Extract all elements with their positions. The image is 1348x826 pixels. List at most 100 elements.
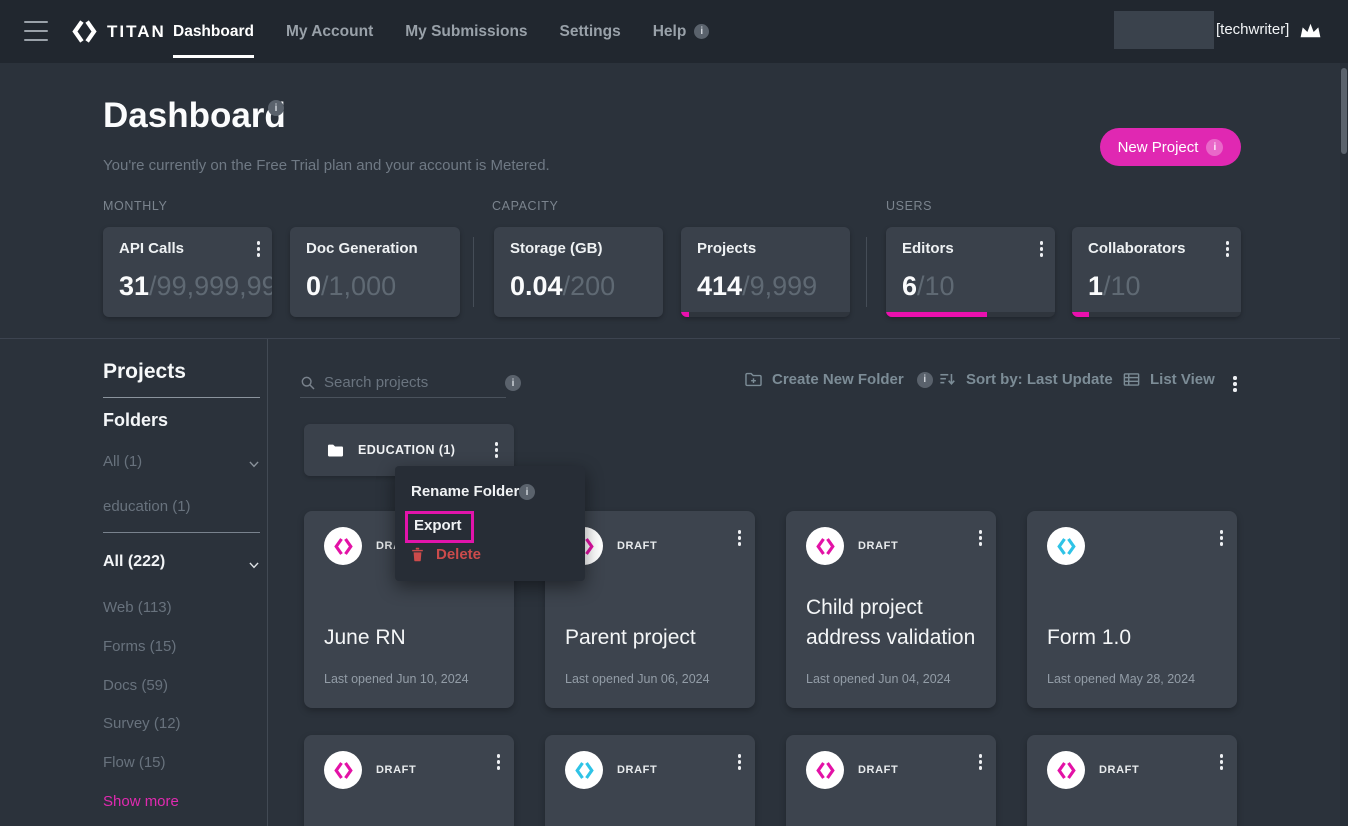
- stat-card-storage: Storage (GB) 0.04/200: [494, 227, 663, 317]
- help-info-icon[interactable]: i: [694, 24, 710, 39]
- new-project-info-icon[interactable]: i: [1206, 138, 1224, 156]
- folder-name: EDUCATION (1): [358, 443, 456, 457]
- menu-item-delete[interactable]: Delete: [409, 546, 481, 563]
- brackets-logo-icon: [334, 537, 353, 556]
- sidebar-folders-heading: Folders: [103, 410, 169, 430]
- show-more-link[interactable]: Show more: [103, 793, 179, 810]
- new-project-button[interactable]: New Project i: [1100, 128, 1241, 166]
- sort-by-button[interactable]: Sort by: Last Update: [938, 370, 1113, 389]
- section-divider: [0, 338, 1348, 339]
- status-badge: DRAFT: [617, 764, 658, 776]
- sidebar-item-forms[interactable]: Forms (15): [103, 638, 177, 655]
- sidebar-item-education-folder[interactable]: education (1): [103, 498, 191, 515]
- avatar: [1047, 751, 1085, 789]
- brackets-logo-icon: [334, 761, 353, 780]
- project-card[interactable]: DRAFT: [786, 735, 996, 826]
- search-info-icon[interactable]: i: [505, 375, 521, 391]
- stat-card-api-calls: API Calls 31/99,999,999: [103, 227, 272, 317]
- nav-help[interactable]: Help i: [653, 0, 710, 63]
- crown-icon: [1298, 19, 1323, 44]
- collaborators-kebab-icon[interactable]: [1220, 238, 1236, 260]
- project-kebab-icon[interactable]: [732, 527, 748, 549]
- table-icon: [1122, 370, 1141, 389]
- project-card[interactable]: DRAFT: [304, 735, 514, 826]
- sidebar-rule: [103, 532, 260, 533]
- menu-item-export-highlight[interactable]: Export: [405, 511, 474, 543]
- avatar: [324, 527, 362, 565]
- folder-icon: [326, 441, 345, 460]
- project-kebab-icon[interactable]: [732, 751, 748, 773]
- nav-my-submissions[interactable]: My Submissions: [405, 22, 528, 40]
- group-label-users: USERS: [886, 199, 933, 213]
- status-badge: DRAFT: [858, 764, 899, 776]
- status-badge: DRAFT: [858, 540, 899, 552]
- rename-info-icon[interactable]: i: [519, 484, 535, 500]
- search-icon: [300, 375, 316, 391]
- stats-separator: [473, 237, 474, 307]
- chevron-down-icon[interactable]: [247, 558, 261, 572]
- project-last-opened: Last opened May 28, 2024: [1047, 672, 1196, 686]
- project-last-opened: Last opened Jun 06, 2024: [565, 672, 710, 686]
- avatar: [1047, 527, 1085, 565]
- project-kebab-icon[interactable]: [1214, 751, 1230, 773]
- sidebar-item-flow[interactable]: Flow (15): [103, 754, 166, 771]
- editors-kebab-icon[interactable]: [1034, 238, 1050, 260]
- project-kebab-icon[interactable]: [491, 751, 507, 773]
- group-label-capacity: CAPACITY: [492, 199, 559, 213]
- create-new-folder-button[interactable]: Create New Folder i: [744, 370, 933, 389]
- folder-context-menu: Rename Folder i Export Delete: [395, 466, 585, 581]
- sidebar-item-web[interactable]: Web (113): [103, 599, 172, 616]
- brand-name: TITAN: [107, 21, 166, 41]
- sort-icon: [938, 370, 957, 389]
- redacted-box: [1114, 11, 1214, 49]
- chevron-down-icon[interactable]: [247, 457, 261, 471]
- scrollbar-thumb[interactable]: [1341, 68, 1347, 154]
- brackets-logo-icon: [575, 761, 594, 780]
- folder-plus-icon: [744, 370, 763, 389]
- status-badge: DRAFT: [376, 764, 417, 776]
- sidebar-item-docs[interactable]: Docs (59): [103, 677, 169, 694]
- project-kebab-icon[interactable]: [973, 751, 989, 773]
- sidebar-rule: [103, 397, 260, 398]
- search-input[interactable]: [324, 374, 523, 391]
- api-calls-kebab-icon[interactable]: [251, 238, 267, 260]
- sidebar-divider: [267, 339, 268, 826]
- project-kebab-icon[interactable]: [973, 527, 989, 549]
- brackets-logo-icon: [816, 761, 835, 780]
- page-title: Dashboard: [103, 96, 286, 135]
- sidebar-title: Projects: [103, 360, 186, 383]
- sidebar-item-all-projects[interactable]: All (222): [103, 553, 166, 570]
- list-view-button[interactable]: List View: [1122, 370, 1215, 389]
- project-card[interactable]: Form 1.0 Last opened May 28, 2024: [1027, 511, 1237, 708]
- username-label: [techwriter]: [1216, 21, 1290, 38]
- plan-subtitle: You're currently on the Free Trial plan …: [103, 157, 550, 174]
- projects-toolbar-kebab-icon[interactable]: [1227, 373, 1243, 395]
- page-title-info-icon[interactable]: i: [268, 100, 284, 116]
- brackets-logo-icon: [72, 19, 97, 44]
- stat-card-projects: Projects 414/9,999: [681, 227, 850, 317]
- menu-item-export[interactable]: Export: [414, 517, 462, 534]
- trash-icon: [409, 546, 426, 563]
- hamburger-menu-icon[interactable]: [24, 21, 48, 41]
- project-kebab-icon[interactable]: [1214, 527, 1230, 549]
- titan-logo[interactable]: TITAN: [72, 0, 166, 63]
- brackets-logo-icon: [816, 537, 835, 556]
- nav-links: Dashboard My Account My Submissions Sett…: [173, 0, 710, 63]
- nav-my-account[interactable]: My Account: [285, 22, 374, 40]
- create-folder-info-icon[interactable]: i: [916, 371, 933, 388]
- nav-dashboard[interactable]: Dashboard: [173, 0, 254, 63]
- brackets-logo-icon: [1057, 537, 1076, 556]
- stats-separator: [866, 237, 867, 307]
- group-label-monthly: MONTHLY: [103, 199, 168, 213]
- editors-progress-bar: [886, 312, 1055, 317]
- project-title: June RN: [324, 626, 406, 649]
- sidebar-item-all-folders[interactable]: All (1): [103, 453, 143, 470]
- nav-settings[interactable]: Settings: [559, 22, 621, 40]
- menu-item-rename-folder[interactable]: Rename Folder: [411, 483, 520, 500]
- avatar: [324, 751, 362, 789]
- folder-kebab-icon[interactable]: [489, 439, 505, 461]
- project-card[interactable]: DRAFT: [1027, 735, 1237, 826]
- project-card[interactable]: DRAFT: [545, 735, 755, 826]
- sidebar-item-survey[interactable]: Survey (12): [103, 715, 181, 732]
- project-card[interactable]: DRAFT Child project address validation L…: [786, 511, 996, 708]
